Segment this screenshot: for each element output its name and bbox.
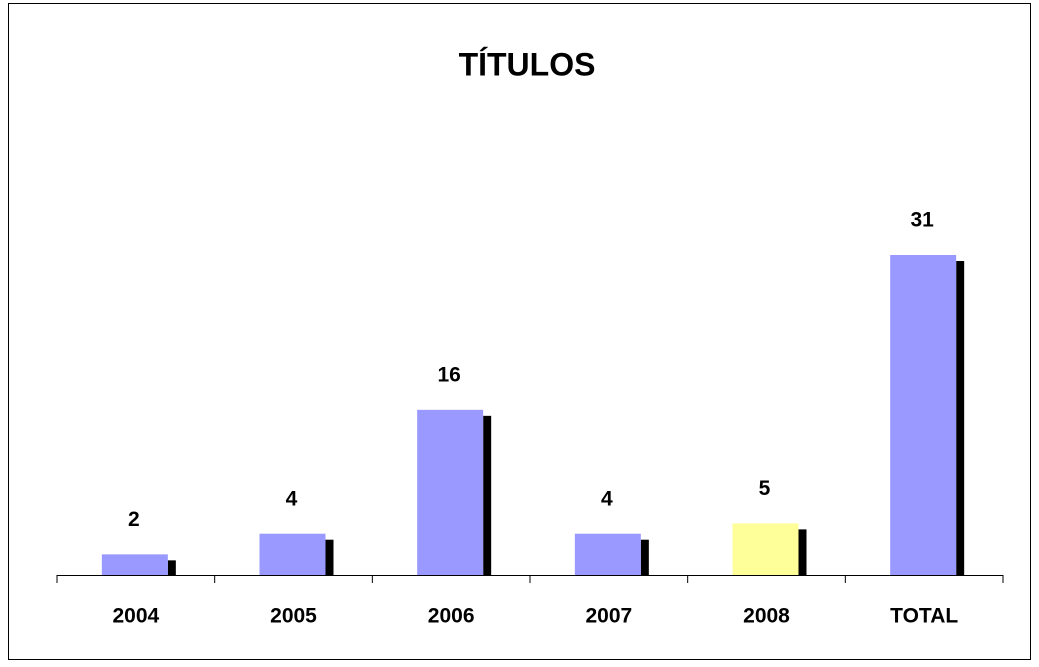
bar [574, 533, 641, 575]
bar-shadow [167, 560, 176, 575]
bar-shadow [483, 415, 492, 575]
bar-shadow [325, 539, 334, 575]
bar [101, 554, 168, 575]
bar-shadow [640, 539, 649, 575]
bar [732, 523, 799, 575]
value-label: 4 [286, 487, 298, 510]
x-tick-label: 2006 [428, 605, 475, 628]
x-tick-label: TOTAL [890, 605, 958, 628]
bar [417, 409, 484, 575]
x-tick-label: 2005 [270, 605, 317, 628]
value-label: 16 [437, 363, 460, 386]
bar-shadow [798, 529, 807, 575]
bar [259, 533, 326, 575]
value-label: 31 [910, 209, 934, 232]
x-tick-label: 2007 [585, 605, 632, 628]
chart-frame [8, 3, 1031, 660]
value-label: 5 [759, 477, 771, 500]
value-label: 2 [128, 508, 140, 531]
x-tick-label: 2008 [743, 605, 790, 628]
bar-shadow [956, 261, 965, 575]
chart-title: TÍTULOS [459, 46, 596, 82]
value-label: 4 [601, 487, 613, 510]
x-tick-label: 2004 [112, 605, 159, 628]
bar [890, 255, 957, 575]
